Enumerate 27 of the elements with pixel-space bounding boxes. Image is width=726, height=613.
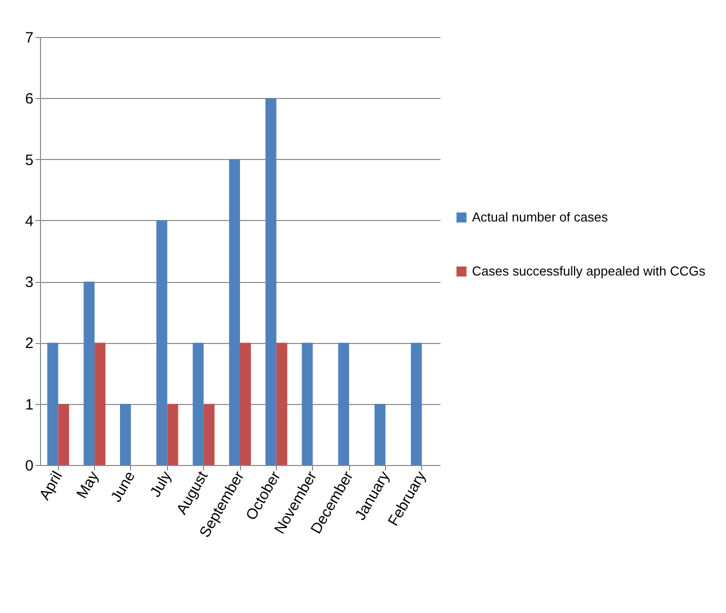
- y-tick-label: 7: [25, 30, 34, 46]
- legend-label: Cases successfully appealed with CCGs: [472, 264, 706, 278]
- y-tick-label: 4: [25, 212, 34, 230]
- y-tick-label: 5: [25, 152, 34, 169]
- bar: [58, 404, 70, 465]
- bar: [120, 404, 131, 465]
- bar: [302, 342, 313, 465]
- y-tick-label: 0: [25, 458, 34, 474]
- y-tick-label: 3: [25, 274, 34, 292]
- bar: [156, 220, 168, 465]
- bar: [47, 342, 58, 465]
- bar: [192, 342, 204, 465]
- bar: [204, 404, 215, 465]
- bar: [265, 98, 276, 465]
- bar: [94, 342, 106, 465]
- bar: [410, 342, 422, 465]
- bar: [276, 342, 288, 465]
- legend-label: Actual number of cases: [472, 210, 608, 224]
- bar: [338, 342, 350, 465]
- bar: [240, 342, 251, 465]
- y-tick-label: 1: [25, 396, 34, 414]
- bar: [229, 159, 240, 465]
- bar: [374, 404, 386, 465]
- y-tick-label: 2: [25, 335, 34, 352]
- y-tick-label: 6: [25, 90, 34, 108]
- bar: [167, 404, 178, 465]
- bar: [84, 282, 95, 465]
